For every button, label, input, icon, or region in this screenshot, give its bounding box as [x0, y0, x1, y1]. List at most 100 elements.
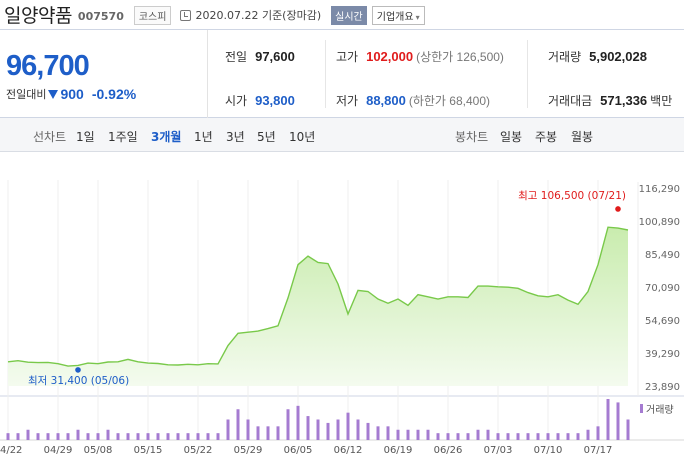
- volume-bar: [156, 433, 160, 440]
- price-area: [8, 227, 628, 386]
- price-chart[interactable]: 116,290 100,890 85,490 70,090 54,690 39,290 23…: [0, 152, 684, 458]
- high-label: 고가: [336, 50, 359, 64]
- volume-legend-swatch: [640, 404, 643, 413]
- volume-bar: [226, 419, 230, 440]
- company-overview-dropdown[interactable]: 기업개요 ▾: [371, 5, 425, 25]
- volume-bar: [496, 433, 500, 440]
- volume-bar: [236, 409, 240, 440]
- y-axis-labels: 116,290 100,890 85,490 70,090 54,690 39,290 23…: [639, 184, 680, 393]
- x-tick-label: 06/19: [384, 445, 413, 456]
- volume-bar: [326, 422, 330, 440]
- low-label: 저가: [336, 94, 359, 108]
- tab-1w[interactable]: 1주일: [108, 130, 138, 144]
- tab-daily[interactable]: 일봉: [500, 130, 523, 144]
- clock-icon: [180, 9, 192, 21]
- market-badge: 코스피: [133, 5, 172, 25]
- stock-name: 일양약품: [4, 4, 72, 27]
- x-tick-label: 07/03: [484, 445, 513, 456]
- volume-bar: [256, 426, 260, 440]
- candle-chart-label: 봉차트: [455, 130, 489, 144]
- chevron-down-icon: ▾: [415, 12, 420, 22]
- down-arrow-icon: [48, 89, 59, 99]
- company-overview-label: 기업개요: [376, 11, 414, 23]
- tab-10y[interactable]: 10년: [289, 130, 316, 144]
- volume-bar: [396, 429, 400, 440]
- volume-bar: [576, 433, 580, 440]
- y-tick-label: 100,890: [639, 217, 680, 228]
- tab-1y[interactable]: 1년: [194, 130, 213, 144]
- x-tick-label: 05/22: [184, 445, 213, 456]
- change-rate: -0.92%: [91, 86, 137, 102]
- open-price: 시가 93,800: [225, 92, 295, 109]
- volume-bar: [346, 412, 350, 440]
- tab-3m[interactable]: 3개월: [151, 130, 182, 144]
- volume-bar: [186, 433, 190, 440]
- open-label: 시가: [225, 94, 248, 108]
- volume-bar: [96, 433, 100, 440]
- volume-bar: [56, 433, 60, 440]
- volume-bar: [106, 429, 110, 440]
- volume-bar: [376, 426, 380, 440]
- volume-bar: [566, 433, 570, 440]
- tab-weekly[interactable]: 주봉: [535, 130, 558, 144]
- x-tick-label: 05/08: [84, 445, 113, 456]
- tab-5y[interactable]: 5년: [257, 130, 276, 144]
- volume-bar: [516, 433, 520, 440]
- prev-close-label: 전일: [225, 50, 248, 64]
- low-value: 88,800: [366, 93, 406, 108]
- tab-1d[interactable]: 1일: [76, 130, 95, 144]
- volume-bar: [596, 426, 600, 440]
- volume-label: 거래량: [548, 50, 582, 64]
- x-tick-label: 07/17: [584, 445, 613, 456]
- x-tick-label: 04/22: [0, 445, 22, 456]
- high-point-label: 최고 106,500 (07/21): [518, 190, 626, 202]
- volume-bar: [386, 426, 390, 440]
- volume-bar: [266, 426, 270, 440]
- volume-bar: [626, 419, 630, 440]
- change-value: 900: [60, 86, 84, 102]
- x-tick-label: 06/12: [334, 445, 363, 456]
- line-chart-label: 선차트: [33, 130, 67, 144]
- column-divider: [325, 40, 326, 108]
- current-price-box: 96,700 전일대비 900 -0.92%: [0, 30, 208, 118]
- volume-bar: [446, 433, 450, 440]
- volume-bar: [536, 433, 540, 440]
- volume-bar: [166, 433, 170, 440]
- prev-close: 전일 97,600: [225, 48, 295, 65]
- trade-amount: 거래대금 571,336 백만: [548, 92, 672, 109]
- volume-bar: [606, 399, 610, 440]
- current-price: 96,700: [6, 50, 90, 82]
- x-tick-label: 07/10: [534, 445, 563, 456]
- high-price: 고가 102,000 (상한가 126,500): [336, 48, 504, 65]
- open-value: 93,800: [255, 93, 295, 108]
- quote-summary: 96,700 전일대비 900 -0.92% 전일 97,600 시가 93,8…: [0, 29, 684, 118]
- amount-unit: 백만: [650, 94, 673, 108]
- low-point-marker: [75, 367, 81, 373]
- volume-bar: [286, 409, 290, 440]
- x-tick-label: 06/26: [434, 445, 463, 456]
- volume-bar: [546, 433, 550, 440]
- x-tick-label: 05/29: [234, 445, 263, 456]
- volume-bars: 거래량: [6, 399, 674, 440]
- extreme-markers: 최고 106,500 (07/21) 최저 31,400 (05/06): [28, 190, 626, 387]
- volume-bar: [486, 429, 490, 440]
- prev-close-value: 97,600: [255, 49, 295, 64]
- amount-value: 571,336: [600, 93, 648, 108]
- volume-bar: [276, 426, 280, 440]
- stock-title-row: 일양약품 007570 코스피 2020.07.22 기준(장마감) 실시간 기…: [0, 0, 684, 28]
- volume-bar: [316, 419, 320, 440]
- volume-value: 5,902,028: [589, 49, 647, 64]
- volume-bar: [556, 433, 560, 440]
- base-date: 2020.07.22 기준(장마감): [195, 9, 322, 22]
- volume-bar: [206, 433, 210, 440]
- volume-bar: [336, 419, 340, 440]
- upper-limit: (상한가 126,500): [416, 50, 504, 64]
- volume-bar: [46, 433, 50, 440]
- realtime-button[interactable]: 실시간: [331, 5, 367, 25]
- x-tick-label: 05/15: [134, 445, 163, 456]
- tab-monthly[interactable]: 월봉: [571, 130, 594, 144]
- x-tick-label: 06/05: [284, 445, 313, 456]
- volume-bar: [116, 433, 120, 440]
- low-price: 저가 88,800 (하한가 68,400): [336, 92, 490, 109]
- tab-3y[interactable]: 3년: [226, 130, 245, 144]
